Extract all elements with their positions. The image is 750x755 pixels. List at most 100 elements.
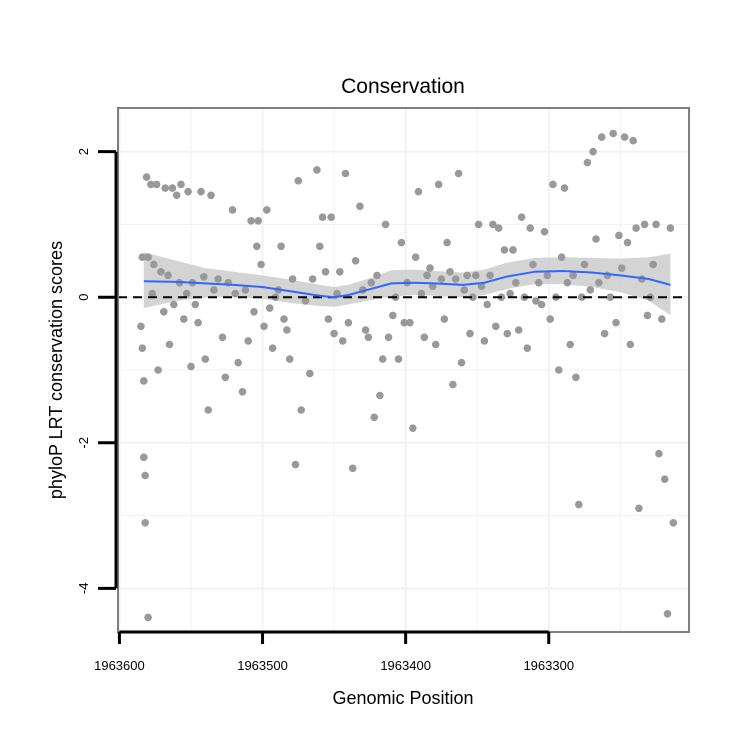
data-point <box>294 177 303 185</box>
data-point <box>463 271 472 280</box>
data-point <box>443 238 451 247</box>
data-point <box>583 158 592 167</box>
x-axis: 1963600 1963500 1963400 1963300 <box>94 630 574 673</box>
data-point <box>308 275 317 283</box>
data-point <box>191 300 200 309</box>
data-point <box>197 187 205 196</box>
data-point <box>409 424 417 433</box>
data-point <box>321 268 330 276</box>
data-point <box>626 340 635 349</box>
data-point <box>260 322 268 331</box>
data-point <box>506 289 514 298</box>
data-point <box>168 184 177 192</box>
data-point <box>417 289 426 298</box>
data-point <box>437 275 446 283</box>
data-point <box>378 355 387 363</box>
data-point <box>406 318 414 327</box>
data-point <box>466 329 474 338</box>
data-point <box>214 275 222 283</box>
data-point <box>138 253 147 261</box>
data-point <box>489 220 497 229</box>
data-point <box>142 173 151 181</box>
data-point <box>160 308 168 316</box>
data-point <box>141 519 149 527</box>
data-point <box>221 373 230 382</box>
data-point <box>228 206 237 214</box>
data-point <box>423 271 431 280</box>
data-point <box>575 500 583 509</box>
data-point <box>595 278 603 287</box>
data-point <box>268 344 277 353</box>
data-point <box>494 224 503 232</box>
data-point <box>655 449 663 458</box>
data-point <box>615 231 623 240</box>
data-point <box>537 300 546 309</box>
data-point <box>389 311 397 320</box>
data-point <box>623 238 632 247</box>
data-point <box>629 136 637 145</box>
data-point <box>597 133 606 141</box>
data-point <box>147 180 155 189</box>
data-point <box>549 180 557 189</box>
data-point <box>394 355 403 363</box>
data-point <box>658 315 666 323</box>
data-point <box>241 286 250 294</box>
data-point <box>330 329 338 338</box>
data-point <box>532 297 540 305</box>
data-point <box>376 391 384 400</box>
data-point <box>606 293 615 302</box>
data-point <box>434 180 443 189</box>
data-point <box>457 358 466 367</box>
y-axis: 2 0 -2 -4 <box>76 148 118 595</box>
data-point <box>336 268 344 276</box>
data-point <box>669 519 678 527</box>
y-tick-label: 2 <box>76 148 91 155</box>
data-point <box>356 202 364 211</box>
data-point <box>555 366 563 374</box>
data-point <box>234 358 242 367</box>
data-point <box>557 253 566 261</box>
data-point <box>148 289 157 298</box>
data-points <box>137 129 678 622</box>
data-point <box>635 504 643 513</box>
data-point <box>449 380 457 389</box>
data-point <box>612 318 620 327</box>
data-point <box>411 253 420 261</box>
data-point <box>161 184 169 192</box>
data-point <box>431 340 440 349</box>
data-point <box>177 180 185 189</box>
data-point <box>460 286 469 294</box>
data-point <box>586 286 595 294</box>
data-point <box>480 337 489 345</box>
data-point <box>152 180 161 189</box>
data-point <box>514 326 523 334</box>
data-point <box>397 238 406 247</box>
data-point <box>141 471 149 480</box>
data-point <box>523 344 532 353</box>
data-point <box>446 268 454 276</box>
data-point <box>250 308 258 316</box>
data-point <box>200 273 208 281</box>
data-point <box>291 460 300 469</box>
data-point <box>138 344 147 353</box>
data-point <box>348 464 357 473</box>
data-point <box>426 264 434 272</box>
data-point <box>640 220 649 229</box>
data-point <box>164 271 172 280</box>
data-point <box>477 282 486 291</box>
data-point <box>451 275 460 283</box>
data-point <box>381 220 390 229</box>
data-point <box>620 133 629 141</box>
data-point <box>280 315 288 323</box>
data-point <box>486 271 494 280</box>
data-point <box>649 260 657 269</box>
data-point <box>288 275 297 283</box>
data-point <box>469 293 477 302</box>
data-point <box>440 315 449 323</box>
x-tick-label: 1963500 <box>237 658 288 673</box>
data-point <box>244 337 252 345</box>
data-point <box>297 406 306 414</box>
y-tick-label: -4 <box>76 583 91 595</box>
data-point <box>316 242 324 251</box>
